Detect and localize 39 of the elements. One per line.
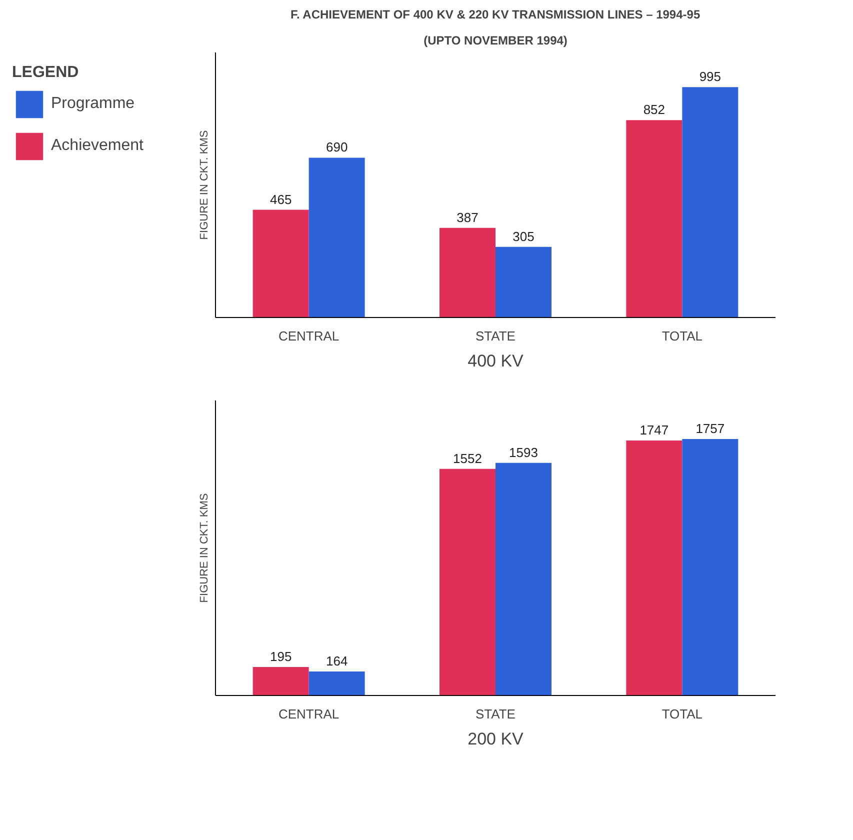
data-label: 1747 [640,422,669,438]
x-axis-title: 200 KV [468,730,524,748]
data-label: 387 [456,210,478,225]
x-tick-label: TOTAL [662,706,703,722]
chart-title: F. ACHIEVEMENT OF 400 KV & 220 KV TRANSMISSION LINES – 1994-95 [290,8,700,22]
data-label: 195 [270,649,292,664]
x-axis-title: 400 KV [468,352,524,370]
x-tick-label: STATE [476,706,516,722]
y-axis-title: FIGURE IN CKT. KMS [198,130,210,240]
y-axis-title: FIGURE IN CKT. KMS [198,493,210,603]
bar [626,120,682,318]
bar [626,440,682,696]
data-label: 164 [326,654,348,669]
bar [308,158,365,318]
x-tick-label: CENTRAL [278,706,340,722]
data-label: 690 [326,140,348,155]
legend-title: LEGEND [12,64,80,82]
data-label: 852 [643,102,666,118]
bar [496,462,552,696]
data-label: 1757 [696,420,725,436]
bar [440,468,496,696]
chart-subtitle: (UPTO NOVEMBER 1994) [424,34,568,48]
bar [682,87,738,318]
data-label: 465 [270,192,292,207]
bar [252,210,309,318]
bar [496,246,552,318]
x-tick-label: STATE [476,328,516,344]
data-label: 1593 [509,444,538,460]
x-tick-label: TOTAL [662,328,703,344]
data-label: 305 [512,228,534,244]
data-label: 1552 [453,450,482,466]
bar [440,228,496,318]
data-label: 995 [699,69,722,84]
bar [682,438,738,696]
x-tick-label: CENTRAL [278,328,340,344]
bar [252,667,309,696]
legend-label: Achievement [51,137,144,155]
legend-label: Programme [51,95,135,113]
bar [308,672,365,696]
